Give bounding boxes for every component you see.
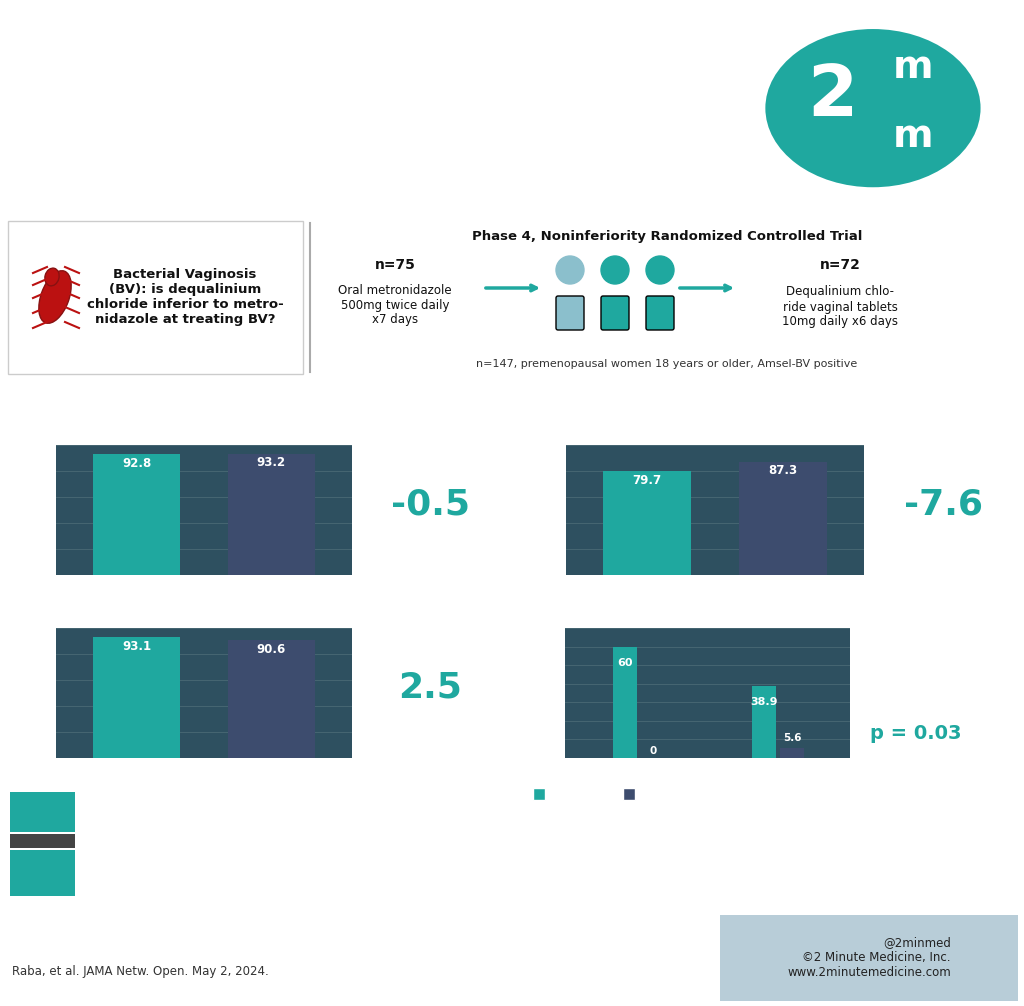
FancyBboxPatch shape bbox=[601, 296, 629, 330]
Text: 95% CI, -9.4-14.4: 95% CI, -9.4-14.4 bbox=[385, 726, 476, 736]
Text: 93.2: 93.2 bbox=[257, 457, 286, 470]
Bar bbox=[10, 850, 75, 896]
Circle shape bbox=[646, 256, 674, 284]
Ellipse shape bbox=[45, 269, 59, 286]
Text: 5.6: 5.6 bbox=[783, 733, 802, 743]
Text: Phase 4, Noninferiority Randomized Controlled Trial: Phase 4, Noninferiority Randomized Contr… bbox=[472, 230, 862, 243]
Text: Dequalinium chloride was not inferior to metronidazole to treat bac-
terial vagi: Dequalinium chloride was not inferior to… bbox=[100, 811, 773, 879]
Circle shape bbox=[556, 256, 584, 284]
Text: TM: TM bbox=[951, 32, 966, 42]
Text: Difference in
tolerability
assessment: Difference in tolerability assessment bbox=[876, 646, 956, 688]
Text: Bacterial Vaginosis
(BV): is dequalinium
chloride inferior to metro-
nidazole at: Bacterial Vaginosis (BV): is dequalinium… bbox=[87, 268, 284, 326]
Text: Dequalinium chlo-
ride vaginal tablets
10mg daily x6 days: Dequalinium chlo- ride vaginal tablets 1… bbox=[782, 286, 898, 329]
Text: n=72: n=72 bbox=[819, 258, 860, 272]
Text: p = 0.03: p = 0.03 bbox=[870, 723, 962, 742]
FancyBboxPatch shape bbox=[556, 296, 584, 330]
Text: p = 0.001: p = 0.001 bbox=[404, 746, 456, 757]
Text: 2.5: 2.5 bbox=[398, 670, 463, 704]
Text: m: m bbox=[893, 117, 934, 155]
Text: @2minmed
©2 Minute Medicine, Inc.
www.2minutemedicine.com: @2minmed ©2 Minute Medicine, Inc. www.2m… bbox=[787, 937, 951, 980]
Text: p = 0.12: p = 0.12 bbox=[921, 563, 966, 573]
Bar bbox=[93, 455, 180, 575]
Bar bbox=[10, 792, 75, 832]
Bar bbox=[613, 647, 637, 758]
Ellipse shape bbox=[39, 271, 72, 323]
Y-axis label: Clinical cure rate: Clinical cure rate bbox=[528, 472, 538, 548]
Bar bbox=[720, 915, 1018, 1001]
Bar bbox=[227, 640, 315, 758]
Bar bbox=[10, 834, 75, 848]
Text: 93.1: 93.1 bbox=[122, 640, 152, 653]
Text: n=147, premenopausal women 18 years or older, Amsel-BV positive: n=147, premenopausal women 18 years or o… bbox=[476, 359, 858, 369]
Text: 95% CI, -20.1-4.8: 95% CI, -20.1-4.8 bbox=[898, 543, 989, 553]
Bar bbox=[780, 747, 804, 758]
Y-axis label: Per-protocol cure
rate: Per-protocol cure rate bbox=[8, 655, 28, 731]
Text: p = 0.002: p = 0.002 bbox=[404, 563, 456, 573]
Text: 90.6: 90.6 bbox=[257, 643, 286, 656]
Text: SECONDARY OUTCOMES: SECONDARY OUTCOMES bbox=[644, 388, 887, 406]
Text: 79.7: 79.7 bbox=[633, 474, 662, 487]
Text: Dequalinium chloride, a broad spectrum
antiseptic, is non-inferior to metronidaz: Dequalinium chloride, a broad spectrum a… bbox=[18, 70, 727, 170]
Text: PRIMARY OUTCOMES: PRIMARY OUTCOMES bbox=[153, 388, 365, 406]
FancyBboxPatch shape bbox=[646, 296, 674, 330]
Text: Treatment
Difference: Treatment Difference bbox=[398, 447, 463, 475]
Text: -7.6: -7.6 bbox=[904, 488, 983, 521]
Circle shape bbox=[763, 26, 983, 190]
Text: BV intention-to-treat cure rate 1 month after start of treatment: BV intention-to-treat cure rate 1 month … bbox=[591, 423, 943, 433]
Bar bbox=[738, 462, 826, 575]
Circle shape bbox=[601, 256, 629, 284]
Text: -0.5: -0.5 bbox=[391, 488, 470, 521]
Text: Subjective tolerability: Subjective tolerability bbox=[698, 605, 836, 618]
Text: 87.3: 87.3 bbox=[768, 464, 798, 477]
Text: 95% CI, -10.8-9.8: 95% CI, -10.8-9.8 bbox=[385, 543, 476, 553]
Text: 92.8: 92.8 bbox=[122, 457, 152, 470]
Text: 2: 2 bbox=[808, 62, 858, 132]
Bar bbox=[603, 472, 691, 575]
Bar bbox=[93, 637, 180, 758]
Text: 38.9: 38.9 bbox=[750, 697, 777, 707]
Text: 60: 60 bbox=[617, 658, 633, 668]
Text: n=75: n=75 bbox=[375, 258, 416, 272]
Text: BV cure rate 7-11 days after start of treatment: BV cure rate 7-11 days after start of tr… bbox=[125, 423, 385, 433]
Bar bbox=[752, 686, 776, 758]
Bar bbox=[8, 221, 303, 374]
Y-axis label: Subjective tolerability
(%): Subjective tolerability (%) bbox=[524, 643, 544, 743]
Text: Treatment
Difference: Treatment Difference bbox=[398, 630, 463, 657]
Text: Treatment
Difference: Treatment Difference bbox=[911, 447, 976, 475]
Text: Raba, et al. JAMA Netw. Open. May 2, 2024.: Raba, et al. JAMA Netw. Open. May 2, 202… bbox=[12, 965, 268, 978]
Text: Oral metronidazole
500mg twice daily
x7 days: Oral metronidazole 500mg twice daily x7 … bbox=[338, 284, 452, 327]
Text: 0: 0 bbox=[650, 745, 657, 756]
Legend: Very Good, Poor: Very Good, Poor bbox=[526, 787, 669, 803]
Y-axis label: Intention-to-treat cure
rate: Intention-to-treat cure rate bbox=[8, 460, 28, 560]
Bar bbox=[227, 454, 315, 575]
Text: m: m bbox=[893, 48, 934, 87]
